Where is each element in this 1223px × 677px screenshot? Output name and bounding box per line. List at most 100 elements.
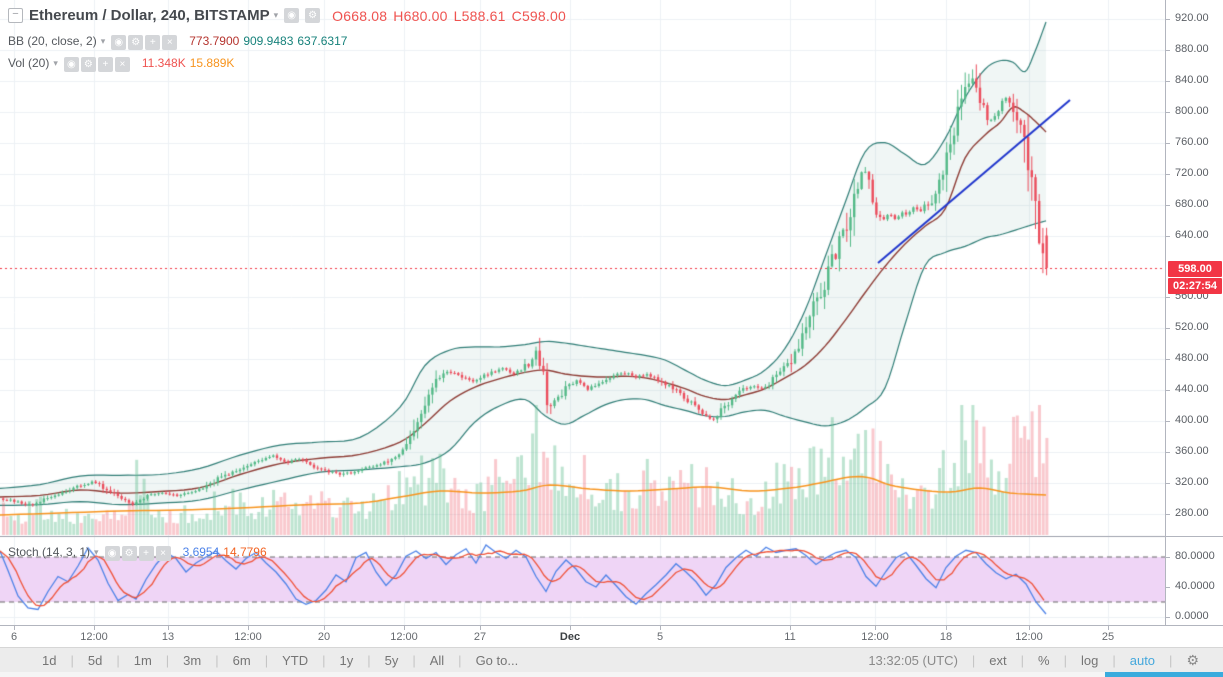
visibility-icon[interactable]: ◉ [111,35,127,50]
time-tick-mark [790,626,791,630]
visibility-icon[interactable]: ◉ [284,8,300,23]
separator: | [1169,653,1173,668]
time-tick-label[interactable]: 5 [656,631,664,643]
price-tick-label: 640.00 [1175,229,1209,241]
separator: | [116,653,120,668]
settings-icon[interactable]: ⚙ [305,8,321,23]
price-tick-mark [1166,328,1170,329]
visibility-icon[interactable]: ◉ [63,57,79,72]
add-indicator-icon[interactable]: + [138,546,154,561]
collapse-pane-icon[interactable]: − [8,8,23,23]
auto-scale-button[interactable]: auto [1129,653,1156,668]
range-button-goto[interactable]: Go to... [475,653,519,668]
time-tick-label[interactable]: 6 [10,631,18,643]
remove-indicator-icon[interactable]: × [114,57,130,72]
remove-indicator-icon[interactable]: × [155,546,171,561]
pane-separator[interactable] [0,536,1223,537]
range-button-1y[interactable]: 1y [339,653,354,668]
time-tick-label[interactable]: 12:00 [80,631,108,643]
price-tick-label: 920.00 [1175,12,1209,24]
price-tick-label: 280.00 [1175,507,1209,519]
time-tick-label[interactable]: 12:00 [234,631,262,643]
indicator-value: 773.7900 [189,34,240,48]
price-tick-label: 360.00 [1175,445,1209,457]
settings-icon[interactable]: ⚙ [121,546,137,561]
add-indicator-icon[interactable]: + [97,57,113,72]
range-button-5y[interactable]: 5y [384,653,399,668]
price-tick-mark [1166,50,1170,51]
symbol-title[interactable]: Ethereum / Dollar, 240, BITSTAMP [29,7,270,24]
settings-icon[interactable]: ⚙ [80,57,96,72]
visibility-icon[interactable]: ◉ [104,546,120,561]
time-tick-label[interactable]: 27 [473,631,487,643]
time-tick-mark [1029,626,1030,630]
price-tick-mark [1166,81,1170,82]
price-tick-label: 880.00 [1175,43,1209,55]
price-chart-canvas[interactable] [0,0,1165,625]
price-tick-label: 0.0000 [1175,610,1209,622]
range-button-1m[interactable]: 1m [133,653,152,668]
remove-indicator-icon[interactable]: × [162,35,178,50]
price-tick-label: 840.00 [1175,74,1209,86]
clock-label[interactable]: 13:32:05 (UTC) [868,653,958,668]
time-tick-label[interactable]: 13 [161,631,175,643]
ext-hours-button[interactable]: ext [989,653,1007,668]
range-button-ytd[interactable]: YTD [282,653,309,668]
time-tick-label[interactable]: 12:00 [1015,631,1043,643]
indicator-value: 637.6317 [297,34,348,48]
time-tick-label[interactable]: 12:00 [861,631,889,643]
separator: | [215,653,219,668]
stoch-indicator-name[interactable]: Stoch (14, 3, 1) [8,545,91,559]
time-tick-mark [480,626,481,630]
settings-icon[interactable]: ⚙ [128,35,144,50]
price-tick-mark [1166,514,1170,515]
indicator-value: 11.348K [141,56,186,70]
price-tick-mark [1166,19,1170,20]
bottom-scrollbar[interactable] [1105,672,1223,677]
time-tick-label[interactable]: 25 [1101,631,1115,643]
stoch-buttons: ◉ ⚙ + × [104,543,173,561]
chevron-down-icon[interactable]: ▾ [94,546,99,557]
percent-scale-button[interactable]: % [1038,653,1050,668]
time-tick-label[interactable]: 12:00 [390,631,418,643]
symbol-legend: − Ethereum / Dollar, 240, BITSTAMP ▾ ◉ ⚙… [8,7,566,24]
time-tick-label[interactable]: 18 [939,631,953,643]
chevron-down-icon[interactable]: ▾ [100,35,106,46]
log-scale-button[interactable]: log [1080,653,1099,668]
separator: | [264,653,269,668]
range-button-5d[interactable]: 5d [87,653,103,668]
bb-indicator-name[interactable]: BB (20, close, 2) [8,34,97,48]
vol-indicator-name[interactable]: Vol (20) [8,56,50,70]
price-tick-mark [1166,483,1170,484]
time-tick-label[interactable]: 20 [317,631,331,643]
vol-buttons: ◉ ⚙ + × [63,54,132,72]
stoch-indicator-legend: Stoch (14, 3, 1) ▾ ◉ ⚙ + × 3.6954 14.7796 [8,543,267,561]
ohlc-high: H680.00 [393,7,448,24]
bar-countdown-badge: 02:27:54 [1168,278,1222,294]
price-tick-label: 760.00 [1175,136,1209,148]
stoch-values: 3.6954 14.7796 [179,543,267,561]
add-indicator-icon[interactable]: + [145,35,161,50]
chart-settings-gear-icon[interactable]: ⚙ [1186,652,1199,668]
time-tick-mark [1108,626,1109,630]
price-tick-label: 80.0000 [1175,550,1215,562]
separator: | [322,653,326,668]
range-button-6m[interactable]: 6m [232,653,251,668]
time-tick-label[interactable]: Dec [559,631,581,643]
price-tick-label: 440.00 [1175,383,1209,395]
range-button-3m[interactable]: 3m [183,653,202,668]
range-button-1d[interactable]: 1d [42,653,57,668]
time-tick-mark [324,626,325,630]
time-tick-mark [875,626,876,630]
range-button-all[interactable]: All [429,653,445,668]
bb-values: 773.7900 909.9483 637.6317 [185,32,347,50]
time-tick-label[interactable]: 11 [784,631,796,643]
price-axis[interactable]: 598.00 02:27:54 920.00 880.00 840.00 800.00… [1165,0,1223,625]
price-tick-mark [1166,557,1170,558]
time-axis[interactable]: 6 12:00 13 12:00 20 12:00 27 Dec 5 11 12:00 18 12:00… [0,625,1223,648]
time-tick-mark [570,626,571,630]
price-tick-label: 520.00 [1175,321,1209,333]
chevron-down-icon[interactable]: ▾ [53,57,58,68]
chevron-down-icon[interactable]: ▾ [273,10,279,20]
